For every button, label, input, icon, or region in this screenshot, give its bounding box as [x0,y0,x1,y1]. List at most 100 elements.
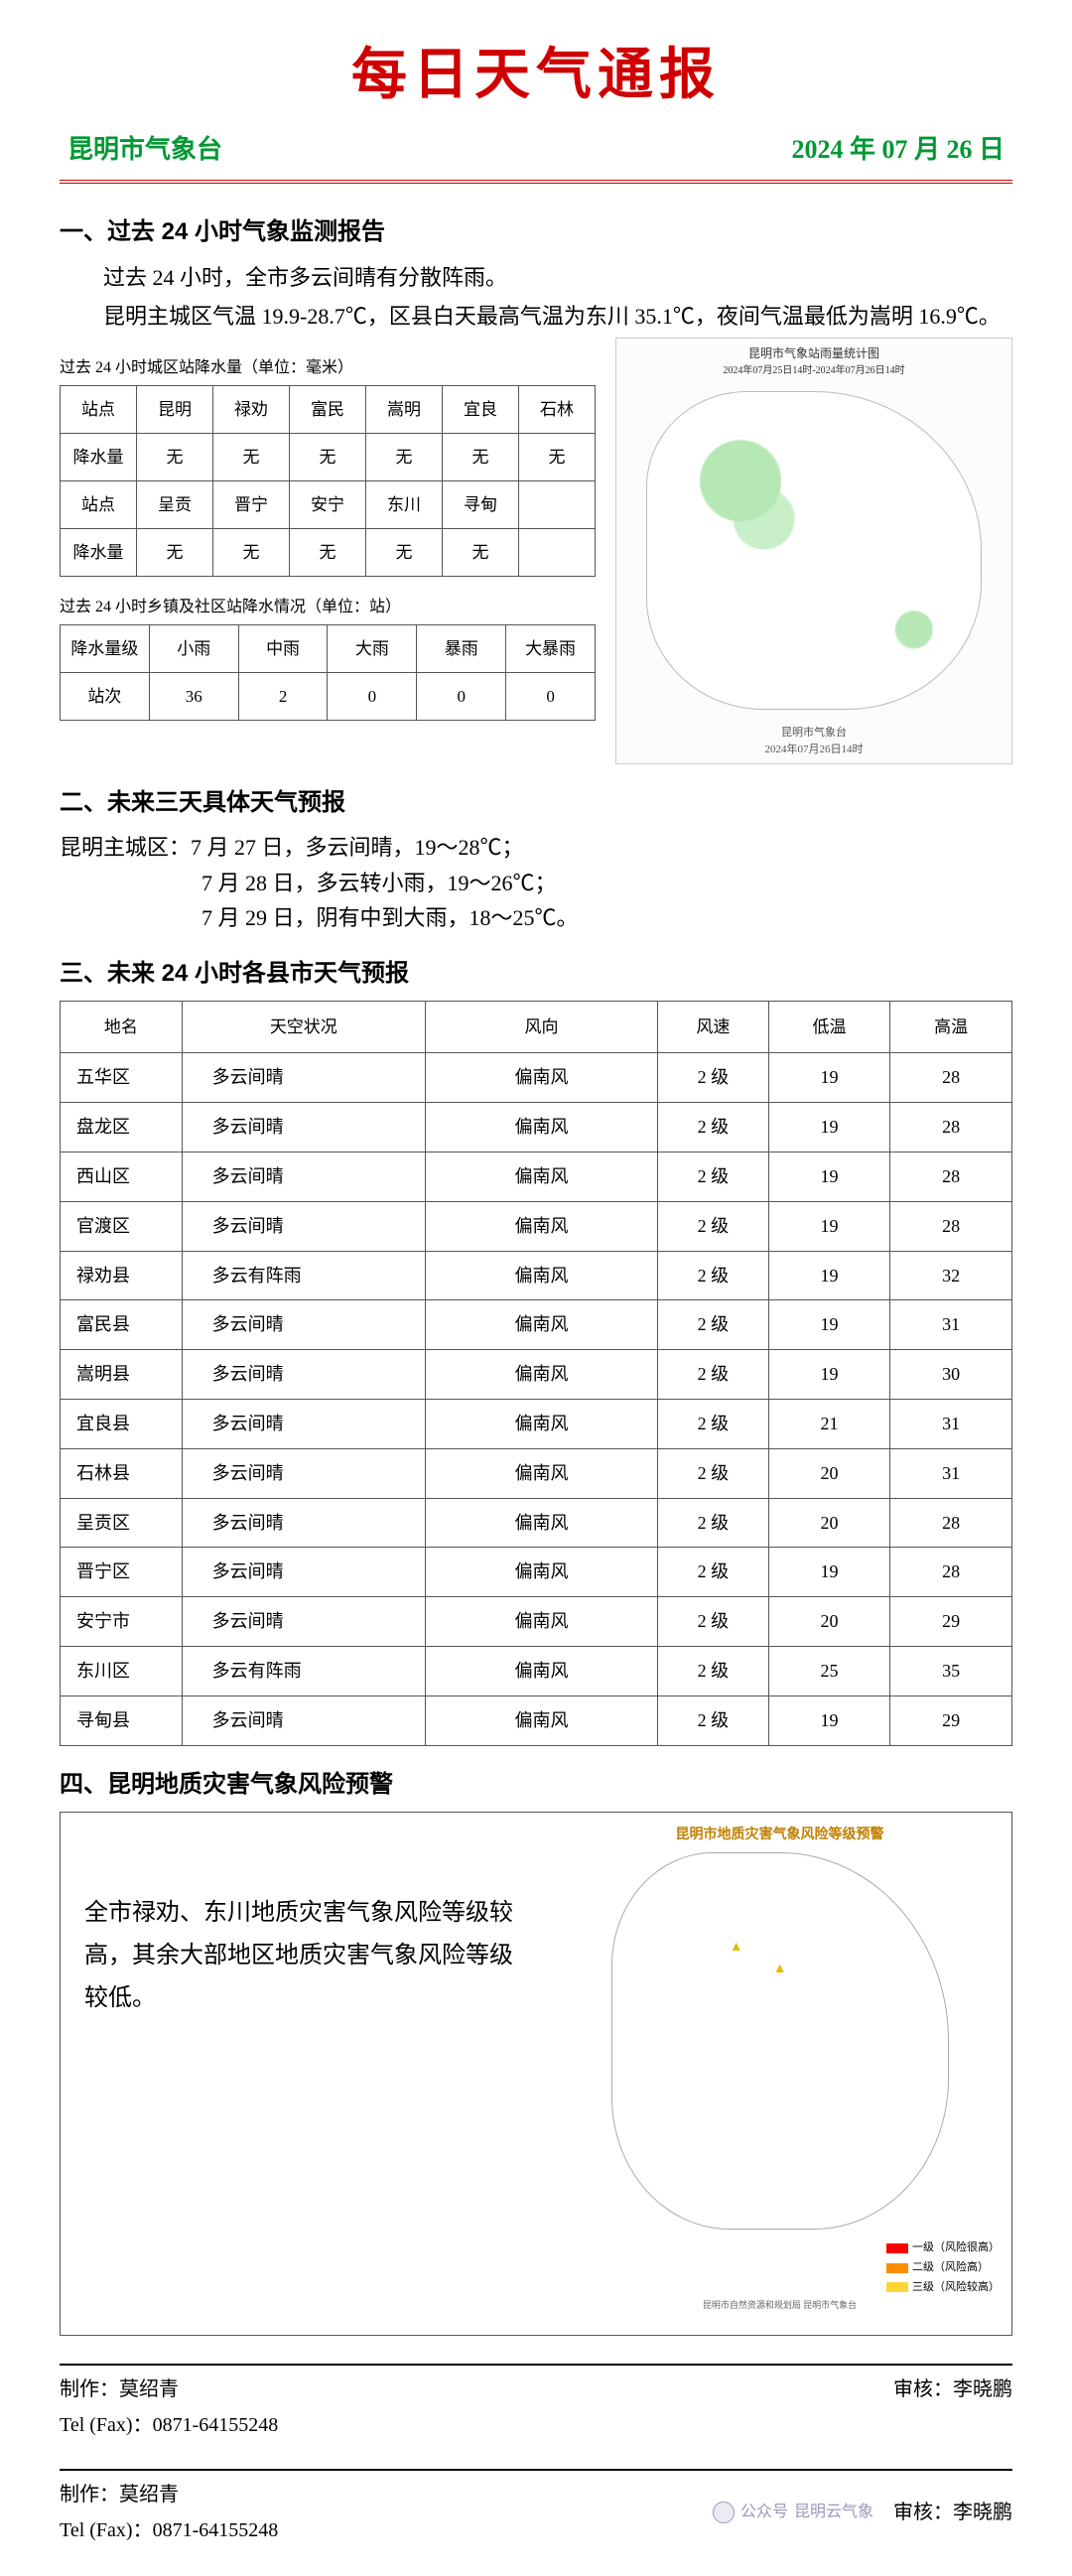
table-cell: 偏南风 [425,1448,657,1498]
table-cell: 偏南风 [425,1201,657,1251]
table-cell: 安宁市 [61,1597,183,1647]
table-cell: 晋宁 [213,480,290,528]
table-header: 风速 [658,1002,769,1053]
forecast-d2: 7 月 28 日，多云转小雨，19～26℃； [60,866,1012,900]
precip-table: 站点昆明禄劝富民嵩明宜良石林降水量无无无无无无站点呈贡晋宁安宁东川寻甸降水量无无… [60,385,596,578]
risk-text: 全市禄劝、东川地质灾害气象风险等级较高，其余大部地区地质灾害气象风险等级较低。 [61,1813,548,2335]
table-cell: 多云间晴 [182,1597,425,1647]
table-cell: 盘龙区 [61,1103,183,1152]
table-cell: 19 [768,1251,890,1300]
table-cell: 无 [519,433,596,480]
table-cell: 多云有阵雨 [182,1251,425,1300]
table-cell: 无 [366,433,443,480]
table-cell: 无 [366,529,443,577]
table-cell: 晋宁区 [61,1548,183,1597]
table-cell: 站点 [61,385,137,433]
risk-box: 全市禄劝、东川地质灾害气象风险等级较高，其余大部地区地质灾害气象风险等级较低。 … [60,1812,1012,2336]
section1-p1: 过去 24 小时，全市多云间晴有分散阵雨。 [60,260,1012,295]
table-cell: 2 级 [658,1053,769,1103]
tel-label-2: Tel (Fax)： [60,2519,153,2541]
table-cell: 无 [443,529,519,577]
table-cell: 20 [768,1597,890,1647]
table-cell: 禄劝 [213,385,290,433]
table-cell: 石林县 [61,1448,183,1498]
map-source: 昆明市气象台 [616,725,1011,743]
table-cell: 28 [890,1103,1012,1152]
section4-heading: 四、昆明地质灾害气象风险预警 [60,1766,1012,1804]
tel-label: Tel (Fax)： [60,2414,153,2436]
forecast-d1: 7 月 27 日，多云间晴，19～28℃； [191,835,524,860]
table-cell: 多云间晴 [182,1548,425,1597]
table-cell: 2 级 [658,1498,769,1548]
table-cell: 25 [768,1647,890,1696]
table-cell: 寻甸 [443,480,519,528]
table-cell: 2 级 [658,1201,769,1251]
table-cell: 五华区 [61,1053,183,1103]
table-cell: 19 [768,1152,890,1202]
table-cell: 小雨 [149,624,238,672]
table-cell: 29 [890,1695,1012,1745]
table-cell: 无 [290,529,366,577]
reviewer-label-2: 审核： [893,2502,953,2523]
table-cell: 35 [890,1647,1012,1696]
reviewer-label: 审核： [893,2378,953,2400]
table-cell: 2 级 [658,1152,769,1202]
table-cell: 31 [890,1448,1012,1498]
table-cell: 寻甸县 [61,1695,183,1745]
table-cell: 19 [768,1695,890,1745]
table-cell: 降水量级 [61,624,150,672]
table-cell: 36 [149,673,238,721]
table-cell: 无 [443,433,519,480]
tel-value-2: 0871-64155248 [153,2519,279,2541]
table-cell: 降水量 [61,433,137,480]
table-cell: 禄劝县 [61,1251,183,1300]
table-cell: 昆明 [137,385,213,433]
rainfall-map: 昆明市气象站雨量统计图 2024年07月25日14时-2024年07月26日14… [615,338,1012,764]
table-cell: 大雨 [328,624,417,672]
map-time: 2024年07月25日14时-2024年07月26日14时 [616,363,1011,379]
table-cell: 大暴雨 [506,624,596,672]
table-cell: 偏南风 [425,1400,657,1449]
table-cell [519,480,596,528]
table-cell: 19 [768,1103,890,1152]
table-cell: 28 [890,1201,1012,1251]
table-cell: 无 [137,529,213,577]
table-cell: 21 [768,1400,890,1449]
table-cell: 中雨 [238,624,328,672]
maker-label: 制作： [60,2378,119,2400]
document-title: 每日天气通报 [60,30,1012,119]
footer-1: 制作：莫绍青 Tel (Fax)：0871-64155248 审核：李晓鹏 [60,2364,1012,2441]
watermark: 公众号 昆明云气象 [713,2500,873,2525]
table-cell: 站点 [61,480,137,528]
table-header: 高温 [890,1002,1012,1053]
table-cell: 石林 [519,385,596,433]
table-cell: 多云间晴 [182,1053,425,1103]
maker-label-2: 制作： [60,2484,119,2506]
table-cell: 19 [768,1300,890,1350]
table-cell: 富民 [290,385,366,433]
risk-map-footer: 昆明市自然资源和规划局 昆明市气象台 [703,2298,857,2312]
table-cell: 多云间晴 [182,1448,425,1498]
table-cell: 2 级 [658,1448,769,1498]
table-cell: 19 [768,1053,890,1103]
table-cell: 31 [890,1400,1012,1449]
legend-label: 三级（风险较高） [912,2279,1000,2297]
table-cell: 20 [768,1448,890,1498]
map-title: 昆明市气象站雨量统计图 [616,344,1011,363]
table-cell: 偏南风 [425,1251,657,1300]
table-cell: 19 [768,1201,890,1251]
maker-name: 莫绍青 [119,2378,179,2400]
table-cell: 偏南风 [425,1300,657,1350]
table-cell: 偏南风 [425,1695,657,1745]
table-cell: 19 [768,1350,890,1400]
table-cell: 28 [890,1548,1012,1597]
table-cell: 2 级 [658,1647,769,1696]
table-cell: 2 级 [658,1350,769,1400]
table-cell: 偏南风 [425,1647,657,1696]
legend-label: 一级（风险很高） [912,2239,1000,2257]
table-cell: 站次 [61,673,150,721]
table-cell: 偏南风 [425,1103,657,1152]
table-cell: 多云有阵雨 [182,1647,425,1696]
table-cell: 2 级 [658,1548,769,1597]
table-cell: 安宁 [290,480,366,528]
